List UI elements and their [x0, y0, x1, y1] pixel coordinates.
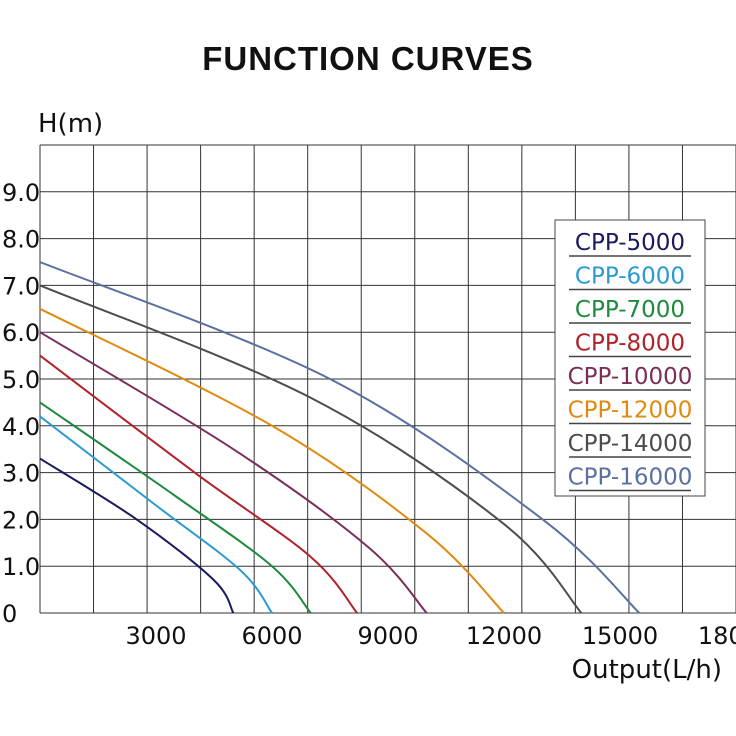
- x-tick-label: 6000: [241, 622, 302, 650]
- series-line-cpp-14000: [39, 284, 583, 614]
- y-tick-label: 4.0: [2, 413, 40, 441]
- y-tick-label: 2.0: [2, 506, 40, 534]
- y-tick-label: 5.0: [2, 366, 40, 394]
- legend-label: CPP-14000: [568, 431, 693, 457]
- y-tick-label: 6.0: [2, 319, 40, 347]
- x-tick-label: 3000: [125, 622, 186, 650]
- series-line-cpp-10000: [39, 331, 428, 614]
- legend-label: CPP-16000: [568, 465, 693, 491]
- legend-box: [554, 219, 706, 497]
- legend-label: CPP-7000: [575, 297, 685, 323]
- x-tick-label: 12000: [466, 622, 542, 650]
- series-line-cpp-16000: [39, 261, 641, 614]
- series-line-cpp-7000: [39, 401, 312, 614]
- chart-title: FUNCTION CURVES: [202, 40, 534, 77]
- y-tick-label: 3.0: [2, 460, 40, 488]
- series-line-cpp-12000: [39, 307, 505, 614]
- legend-label: CPP-5000: [575, 230, 685, 256]
- series-line-cpp-5000: [39, 457, 235, 614]
- series-line-cpp-6000: [39, 415, 273, 614]
- series-line-cpp-8000: [39, 354, 358, 614]
- x-axis-ticks: 3000 6000 9000 12000 15000 18000: [125, 622, 736, 650]
- y-tick-label: 9.0: [2, 179, 40, 207]
- legend-label: CPP-8000: [575, 331, 685, 357]
- x-axis-label: Output(L/h): [572, 655, 722, 685]
- chart-curves: [39, 261, 641, 614]
- chart-legend: CPP-5000 CPP-6000 CPP-7000 CPP-8000 CPP-1000…: [554, 219, 706, 497]
- x-tick-label: 18000: [698, 622, 736, 650]
- y-tick-label: 8.0: [2, 226, 40, 254]
- y-axis-label: H(m): [38, 109, 103, 139]
- legend-label: CPP-6000: [575, 264, 685, 290]
- y-tick-label: 7.0: [2, 272, 40, 300]
- x-tick-label: 9000: [357, 622, 418, 650]
- y-axis-ticks: 0 1.0 2.0 3.0 4.0 5.0 6.0 7.0 8.0 9.0: [2, 179, 40, 628]
- legend-label: CPP-12000: [568, 398, 693, 424]
- legend-label: CPP-10000: [568, 364, 693, 390]
- y-tick-label: 0: [2, 600, 17, 628]
- y-tick-label: 1.0: [2, 553, 40, 581]
- x-tick-label: 15000: [582, 622, 658, 650]
